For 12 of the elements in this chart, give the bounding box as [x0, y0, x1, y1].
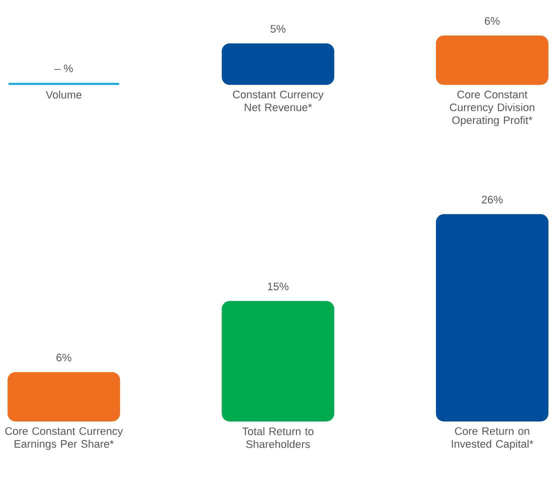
x-tick-label: Total Return to Shareholders: [242, 427, 314, 448]
x-tick-label: Core Return on Invested Capital*: [452, 427, 534, 450]
x-tick-label: Constant Currency Net Revenue*: [233, 90, 324, 112]
x-tick-label: Core Constant Currency Division Operating Profit*: [450, 90, 534, 126]
data-label: 6%: [484, 17, 500, 25]
data-label: – %: [54, 64, 73, 72]
x-tick-label: Volume: [46, 90, 82, 99]
data-label: 6%: [56, 354, 72, 362]
data-label: 15%: [268, 282, 288, 290]
data-label: 26%: [482, 196, 503, 204]
data-label: 5%: [270, 25, 286, 33]
x-tick-label: Core Constant Currency Earnings Per Share*: [5, 427, 123, 450]
